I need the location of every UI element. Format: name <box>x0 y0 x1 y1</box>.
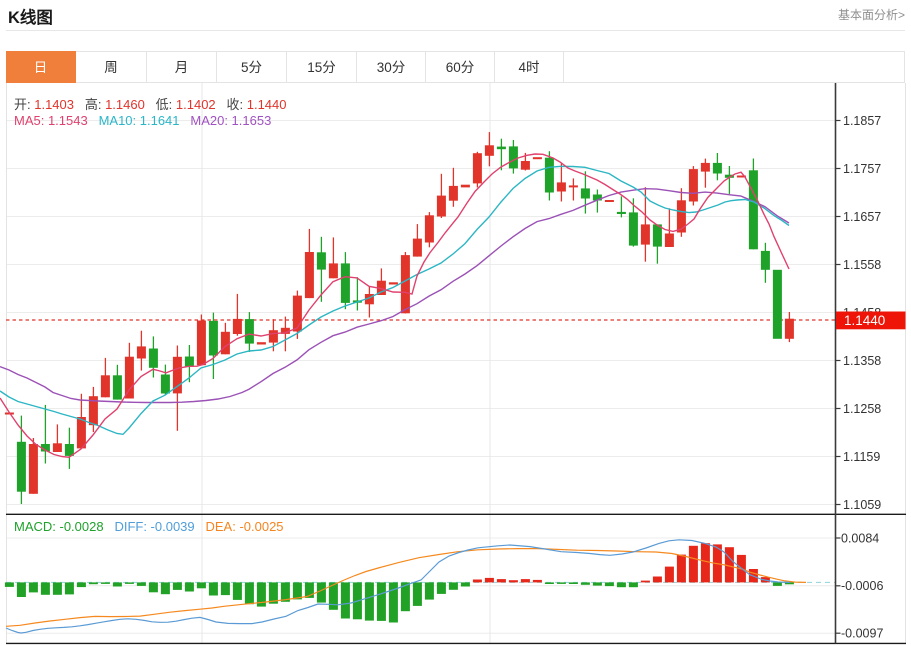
svg-text:1.1558: 1.1558 <box>843 258 881 272</box>
svg-text:-0.0097: -0.0097 <box>841 627 883 641</box>
svg-text:-0.0006: -0.0006 <box>841 579 883 593</box>
svg-text:1.1440: 1.1440 <box>844 313 885 328</box>
svg-text:1.1757: 1.1757 <box>843 162 881 176</box>
svg-text:1.1657: 1.1657 <box>843 210 881 224</box>
svg-text:0.0084: 0.0084 <box>841 531 879 545</box>
svg-text:1.1159: 1.1159 <box>843 450 880 464</box>
svg-text:1.1258: 1.1258 <box>843 402 881 416</box>
svg-text:1.1857: 1.1857 <box>843 114 881 128</box>
svg-text:1.1059: 1.1059 <box>843 498 881 512</box>
svg-text:1.1358: 1.1358 <box>843 354 881 368</box>
